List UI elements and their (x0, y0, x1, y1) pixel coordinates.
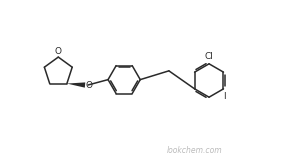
Text: O: O (55, 47, 62, 56)
Text: lookchem.com: lookchem.com (166, 146, 222, 155)
Text: Cl: Cl (205, 52, 214, 62)
Text: I: I (223, 92, 225, 101)
Text: O: O (85, 81, 92, 90)
Polygon shape (67, 82, 85, 88)
